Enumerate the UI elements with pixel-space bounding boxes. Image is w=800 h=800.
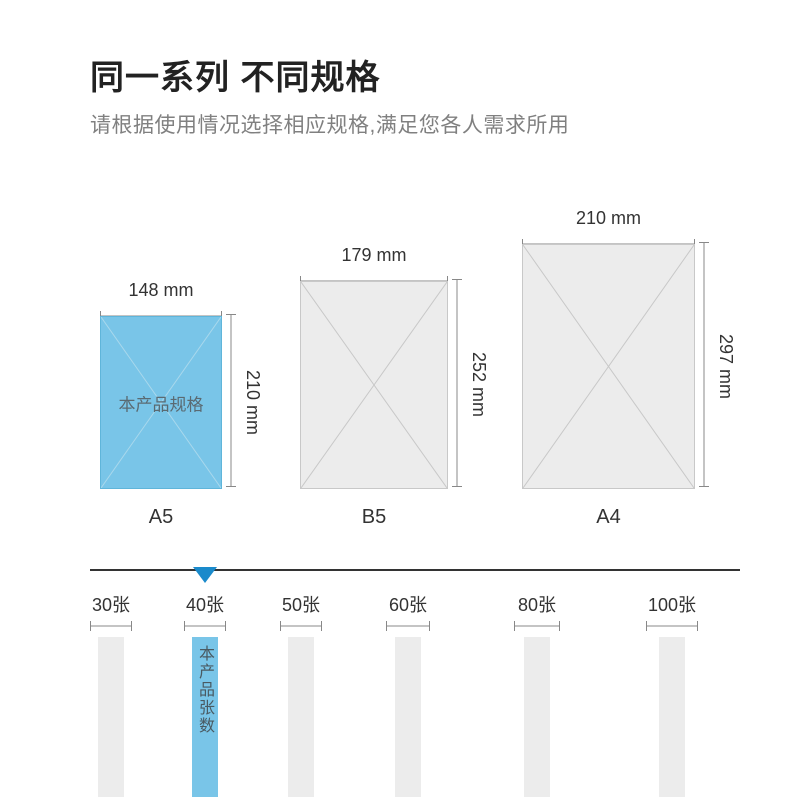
size-block-b5: 179 mm 252 mm B5 xyxy=(300,281,448,489)
sheet-bar-5 xyxy=(659,637,685,797)
dim-line-icon xyxy=(280,621,322,631)
page-title: 同一系列 不同规格 xyxy=(90,50,740,99)
sheet-col-2: 50张 xyxy=(280,591,322,797)
size-width-text-a5: 148 mm xyxy=(100,280,222,301)
divider-line xyxy=(90,569,740,571)
dim-line-icon xyxy=(226,314,236,492)
size-height-dim-a5: 210 mm xyxy=(226,316,263,489)
size-height-text-b5: 252 mm xyxy=(468,352,489,417)
sheet-label-0: 30张 xyxy=(90,591,132,617)
sheet-bar-3 xyxy=(395,637,421,797)
size-width-text-a4: 210 mm xyxy=(522,208,695,229)
size-block-a5: 148 mm 本产品规格 210 mm A5 xyxy=(100,316,222,489)
size-height-dim-a4: 297 mm xyxy=(699,244,736,489)
size-height-dim-b5: 252 mm xyxy=(452,281,489,489)
sheet-col-5: 100张 xyxy=(646,591,698,797)
cross-icon xyxy=(523,245,694,488)
size-height-text-a5: 210 mm xyxy=(242,370,263,435)
dim-line-icon xyxy=(386,621,430,631)
dim-line-icon xyxy=(514,621,560,631)
size-block-a4: 210 mm 297 mm A4 xyxy=(522,244,695,489)
sheet-col-0: 30张 xyxy=(90,591,132,797)
dim-line-icon xyxy=(452,279,462,492)
sheet-label-5: 100张 xyxy=(646,591,698,617)
sheet-count-area: 30张 40张 本产品张数 50张 60张 80张 xyxy=(90,591,740,800)
dim-line-icon xyxy=(699,242,709,492)
page-subtitle: 请根据使用情况选择相应规格,满足您各人需求所用 xyxy=(90,109,740,139)
size-label-a4: A4 xyxy=(522,506,695,529)
dim-line-icon xyxy=(90,621,132,631)
cross-icon xyxy=(301,282,447,488)
sheet-bar-0 xyxy=(98,637,124,797)
size-rect-a5: 本产品规格 xyxy=(100,316,222,489)
dim-line-icon xyxy=(184,621,226,631)
sheet-col-1: 40张 本产品张数 xyxy=(184,591,226,797)
size-comparison-area: 148 mm 本产品规格 210 mm A5 179 mm xyxy=(90,159,740,529)
sheet-label-2: 50张 xyxy=(280,591,322,617)
sheet-bar-2 xyxy=(288,637,314,797)
sheet-col-4: 80张 xyxy=(514,591,560,797)
sheet-label-4: 80张 xyxy=(514,591,560,617)
sheet-bar-vtext-1: 本产品张数 xyxy=(192,637,216,735)
size-label-a5: A5 xyxy=(100,506,222,529)
page-root: 同一系列 不同规格 请根据使用情况选择相应规格,满足您各人需求所用 148 mm… xyxy=(0,0,800,800)
size-label-b5: B5 xyxy=(300,506,448,529)
size-rect-b5 xyxy=(300,281,448,489)
size-inner-label-a5: 本产品规格 xyxy=(101,390,221,415)
sheet-label-1: 40张 xyxy=(184,591,226,617)
sheet-bar-4 xyxy=(524,637,550,797)
dim-line-icon xyxy=(646,621,698,631)
size-height-text-a4: 297 mm xyxy=(715,334,736,399)
size-width-text-b5: 179 mm xyxy=(300,245,448,266)
marker-triangle-icon xyxy=(193,567,217,583)
sheet-col-3: 60张 xyxy=(386,591,430,797)
sheet-bar-1: 本产品张数 xyxy=(192,637,218,797)
size-rect-a4 xyxy=(522,244,695,489)
sheet-label-3: 60张 xyxy=(386,591,430,617)
